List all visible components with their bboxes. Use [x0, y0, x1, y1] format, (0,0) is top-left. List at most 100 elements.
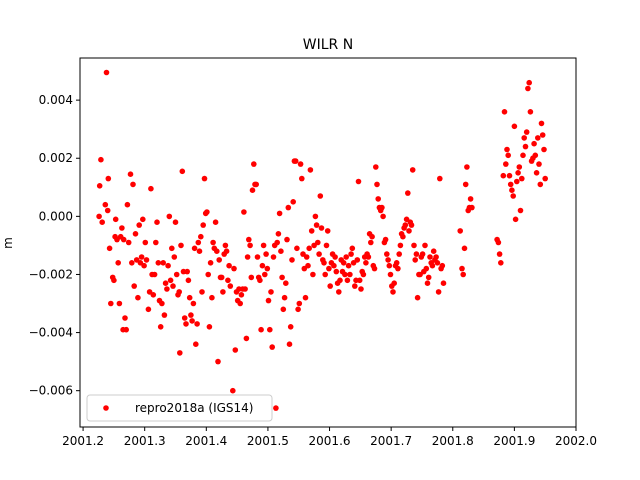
data-point [541, 146, 547, 153]
data-point [289, 257, 295, 263]
data-point [386, 262, 393, 269]
data-point [189, 318, 195, 324]
data-point [503, 161, 509, 167]
data-point [308, 228, 315, 234]
legend: repro2018a (IGS14) [86, 394, 273, 422]
data-point [352, 283, 358, 289]
data-point [505, 152, 512, 159]
data-point [369, 233, 375, 240]
data-point [193, 341, 199, 348]
data-point [237, 300, 243, 307]
data-point [151, 271, 158, 278]
data-point [526, 79, 532, 86]
data-point [349, 245, 356, 252]
data-point [243, 335, 250, 342]
data-point [333, 268, 340, 275]
data-point [96, 213, 102, 220]
data-point [427, 254, 433, 260]
data-point [172, 219, 179, 225]
data-point [155, 260, 162, 266]
data-point [522, 143, 529, 150]
data-point [279, 274, 285, 281]
data-point [292, 158, 299, 164]
data-point [286, 341, 293, 348]
data-point [408, 222, 415, 228]
data-point [186, 294, 193, 301]
data-point [402, 222, 409, 228]
data-point [523, 129, 530, 135]
data-point [400, 233, 406, 240]
data-point [275, 231, 282, 237]
y-tick-label: 0.002 [39, 151, 73, 165]
data-point [538, 120, 545, 127]
data-point [112, 216, 119, 223]
data-point [373, 164, 379, 170]
data-point [198, 233, 204, 240]
data-point [188, 312, 194, 318]
y-axis-label: m [1, 237, 15, 249]
data-point [527, 109, 534, 115]
data-point [165, 262, 171, 269]
data-point [132, 231, 139, 237]
data-point [179, 168, 186, 175]
data-point [125, 239, 132, 246]
chart-title: WILR N [303, 37, 353, 53]
data-point [411, 242, 417, 249]
data-point [201, 175, 208, 182]
data-point [433, 254, 439, 260]
legend-marker [103, 405, 109, 411]
data-point [344, 277, 351, 284]
x-tick-label: 2001.8 [432, 434, 474, 448]
data-point [265, 297, 272, 304]
data-point [299, 175, 305, 182]
data-point [249, 187, 256, 193]
data-point [206, 324, 213, 330]
data-point [409, 167, 416, 173]
data-point [287, 324, 294, 330]
data-point [429, 262, 436, 269]
data-point [244, 254, 251, 260]
data-point [143, 257, 150, 263]
data-point [268, 289, 274, 295]
data-point [196, 248, 203, 254]
data-point [106, 245, 113, 252]
data-point [316, 251, 322, 257]
data-point [315, 239, 321, 246]
data-point [207, 260, 214, 266]
x-axis-ticks: 2001.2 2001.3 2001.4 2001.5 2001.6 2001.7 2001… [62, 427, 597, 448]
data-point [102, 201, 109, 208]
data-point [169, 245, 175, 252]
data-point [248, 274, 255, 281]
data-point [104, 207, 111, 214]
data-point [259, 262, 266, 269]
data-point [536, 161, 542, 167]
y-tick-label: 0.000 [39, 209, 73, 223]
data-point [306, 245, 313, 252]
data-point [395, 265, 401, 272]
data-point [434, 260, 441, 266]
data-point [504, 146, 510, 153]
data-point [283, 280, 289, 287]
data-point [284, 236, 290, 243]
data-point [191, 245, 198, 252]
data-point [269, 344, 276, 350]
data-point [183, 321, 189, 327]
legend-label: repro2018a (IGS14) [135, 401, 253, 415]
data-point [307, 167, 314, 173]
data-point [511, 123, 518, 130]
x-tick-label: 2001.5 [247, 434, 289, 448]
data-point [467, 196, 474, 202]
data-point [340, 260, 347, 266]
data-point [305, 262, 311, 269]
data-point [496, 251, 503, 257]
data-point [321, 260, 327, 266]
y-tick-label: −0.004 [29, 326, 73, 340]
data-point [374, 181, 380, 188]
data-point [294, 245, 300, 252]
data-point [123, 326, 129, 333]
data-point [500, 172, 507, 179]
data-point [525, 85, 531, 92]
data-point [177, 350, 183, 356]
data-point [258, 326, 264, 333]
y-tick-label: −0.006 [29, 384, 73, 398]
